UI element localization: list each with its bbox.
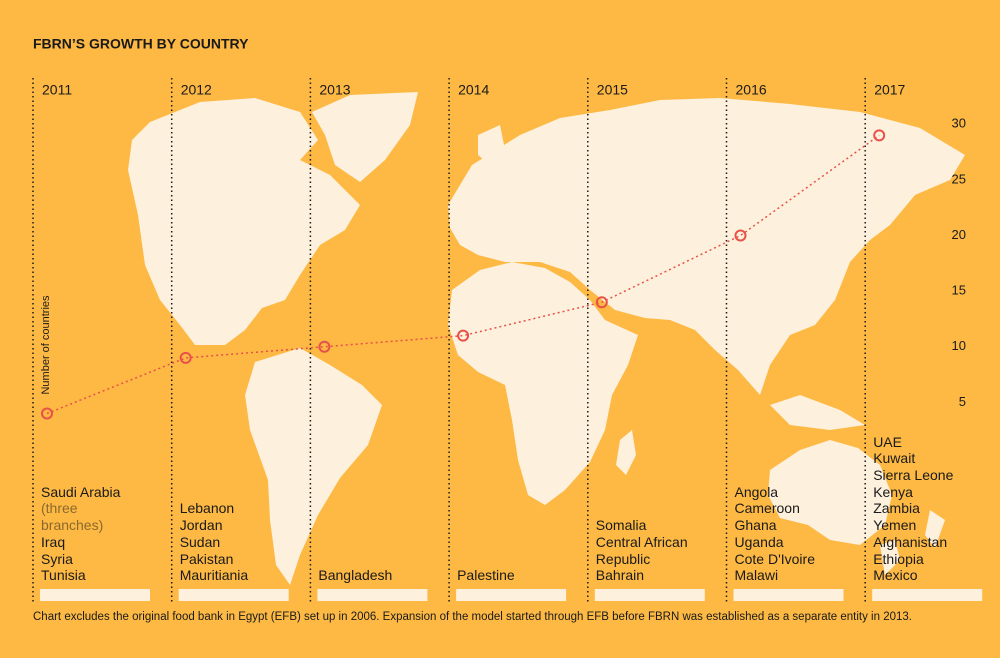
list-bar bbox=[40, 589, 150, 601]
country-name: Yemen bbox=[873, 517, 917, 534]
data-point bbox=[873, 129, 886, 142]
country-name: Cote D'Ivoire bbox=[734, 550, 815, 567]
country-list: Saudi Arabia (three branches) Iraq Syria Tun… bbox=[41, 484, 163, 584]
x-tick-label: 2015 bbox=[597, 82, 628, 98]
world-map bbox=[128, 92, 965, 585]
list-bar bbox=[733, 589, 844, 601]
country-name: Sierra Leone bbox=[873, 467, 954, 484]
x-tick-label: 2011 bbox=[42, 82, 72, 98]
x-tick-label: 2017 bbox=[874, 82, 905, 98]
country-list: Palestine bbox=[457, 567, 579, 584]
data-point bbox=[734, 229, 747, 242]
country-name: Jordan bbox=[179, 517, 223, 534]
y-tick-label: 5 bbox=[959, 394, 966, 409]
y-tick-label: 20 bbox=[952, 227, 966, 242]
country-name: Bahrain bbox=[595, 567, 645, 584]
country-name: Ethiopia bbox=[873, 550, 924, 567]
country-name: Kuwait bbox=[873, 450, 916, 467]
country-name: Central African Republic bbox=[595, 533, 688, 567]
country-name: Malawi bbox=[734, 567, 779, 584]
y-tick-label: 30 bbox=[952, 116, 966, 131]
data-point bbox=[41, 407, 53, 420]
country-name: Bangladesh bbox=[318, 567, 393, 584]
country-name: Ghana bbox=[734, 517, 777, 534]
data-point bbox=[318, 340, 331, 353]
country-name: Syria bbox=[41, 550, 73, 567]
footnote: Chart excludes the original food bank in… bbox=[33, 611, 912, 623]
country-name: Mexico bbox=[873, 567, 918, 584]
country-list: Somalia Central African Republic Bahrain bbox=[596, 517, 718, 584]
x-tick-label: 2014 bbox=[458, 82, 489, 98]
x-tick-label: 2016 bbox=[736, 82, 767, 98]
country-name: Angola bbox=[734, 483, 779, 500]
country-name: Kenya bbox=[873, 483, 913, 500]
country-name: Mauritiania bbox=[179, 567, 249, 584]
country-name: UAE bbox=[873, 433, 902, 450]
y-axis-label: Number of countries bbox=[40, 295, 52, 395]
x-tick-label: 2012 bbox=[181, 82, 212, 98]
list-bar bbox=[456, 589, 567, 601]
country-name: Sudan bbox=[179, 533, 221, 550]
y-tick-label: 10 bbox=[952, 338, 966, 353]
list-bar bbox=[317, 589, 428, 601]
country-name: Somalia bbox=[595, 517, 647, 534]
country-name: Saudi Arabia bbox=[41, 483, 121, 500]
country-name: Palestine bbox=[457, 567, 515, 584]
x-tick-label: 2013 bbox=[319, 82, 350, 98]
country-list: Bangladesh bbox=[318, 567, 440, 584]
chart-title: FBRN’S GROWTH BY COUNTRY bbox=[33, 36, 249, 52]
country-name: Zambia bbox=[873, 500, 920, 517]
country-note: (three branches) bbox=[41, 500, 104, 534]
list-bar bbox=[872, 589, 983, 601]
country-name: Afghanistan bbox=[873, 533, 948, 550]
country-name: Cameroon bbox=[734, 500, 800, 517]
y-tick-label: 15 bbox=[952, 283, 966, 298]
list-bar bbox=[178, 589, 289, 601]
data-point bbox=[457, 329, 470, 342]
country-name: Tunisia bbox=[41, 567, 86, 584]
country-name: Iraq bbox=[41, 533, 66, 550]
country-name: Lebanon bbox=[179, 500, 235, 517]
country-name: Pakistan bbox=[179, 550, 234, 567]
y-tick-label: 25 bbox=[952, 171, 966, 186]
country-list: Lebanon Jordan Sudan Pakistan Mauritiania bbox=[180, 500, 302, 584]
list-bar bbox=[594, 589, 705, 601]
country-list: Angola Cameroon Ghana Uganda Cote D'Ivoire Ma… bbox=[735, 484, 857, 584]
country-list: UAE Kuwait Sierra Leone Kenya Zambia Yemen Afg… bbox=[873, 434, 995, 584]
data-point bbox=[179, 351, 192, 364]
data-point bbox=[595, 296, 608, 309]
country-name: Uganda bbox=[734, 533, 784, 550]
